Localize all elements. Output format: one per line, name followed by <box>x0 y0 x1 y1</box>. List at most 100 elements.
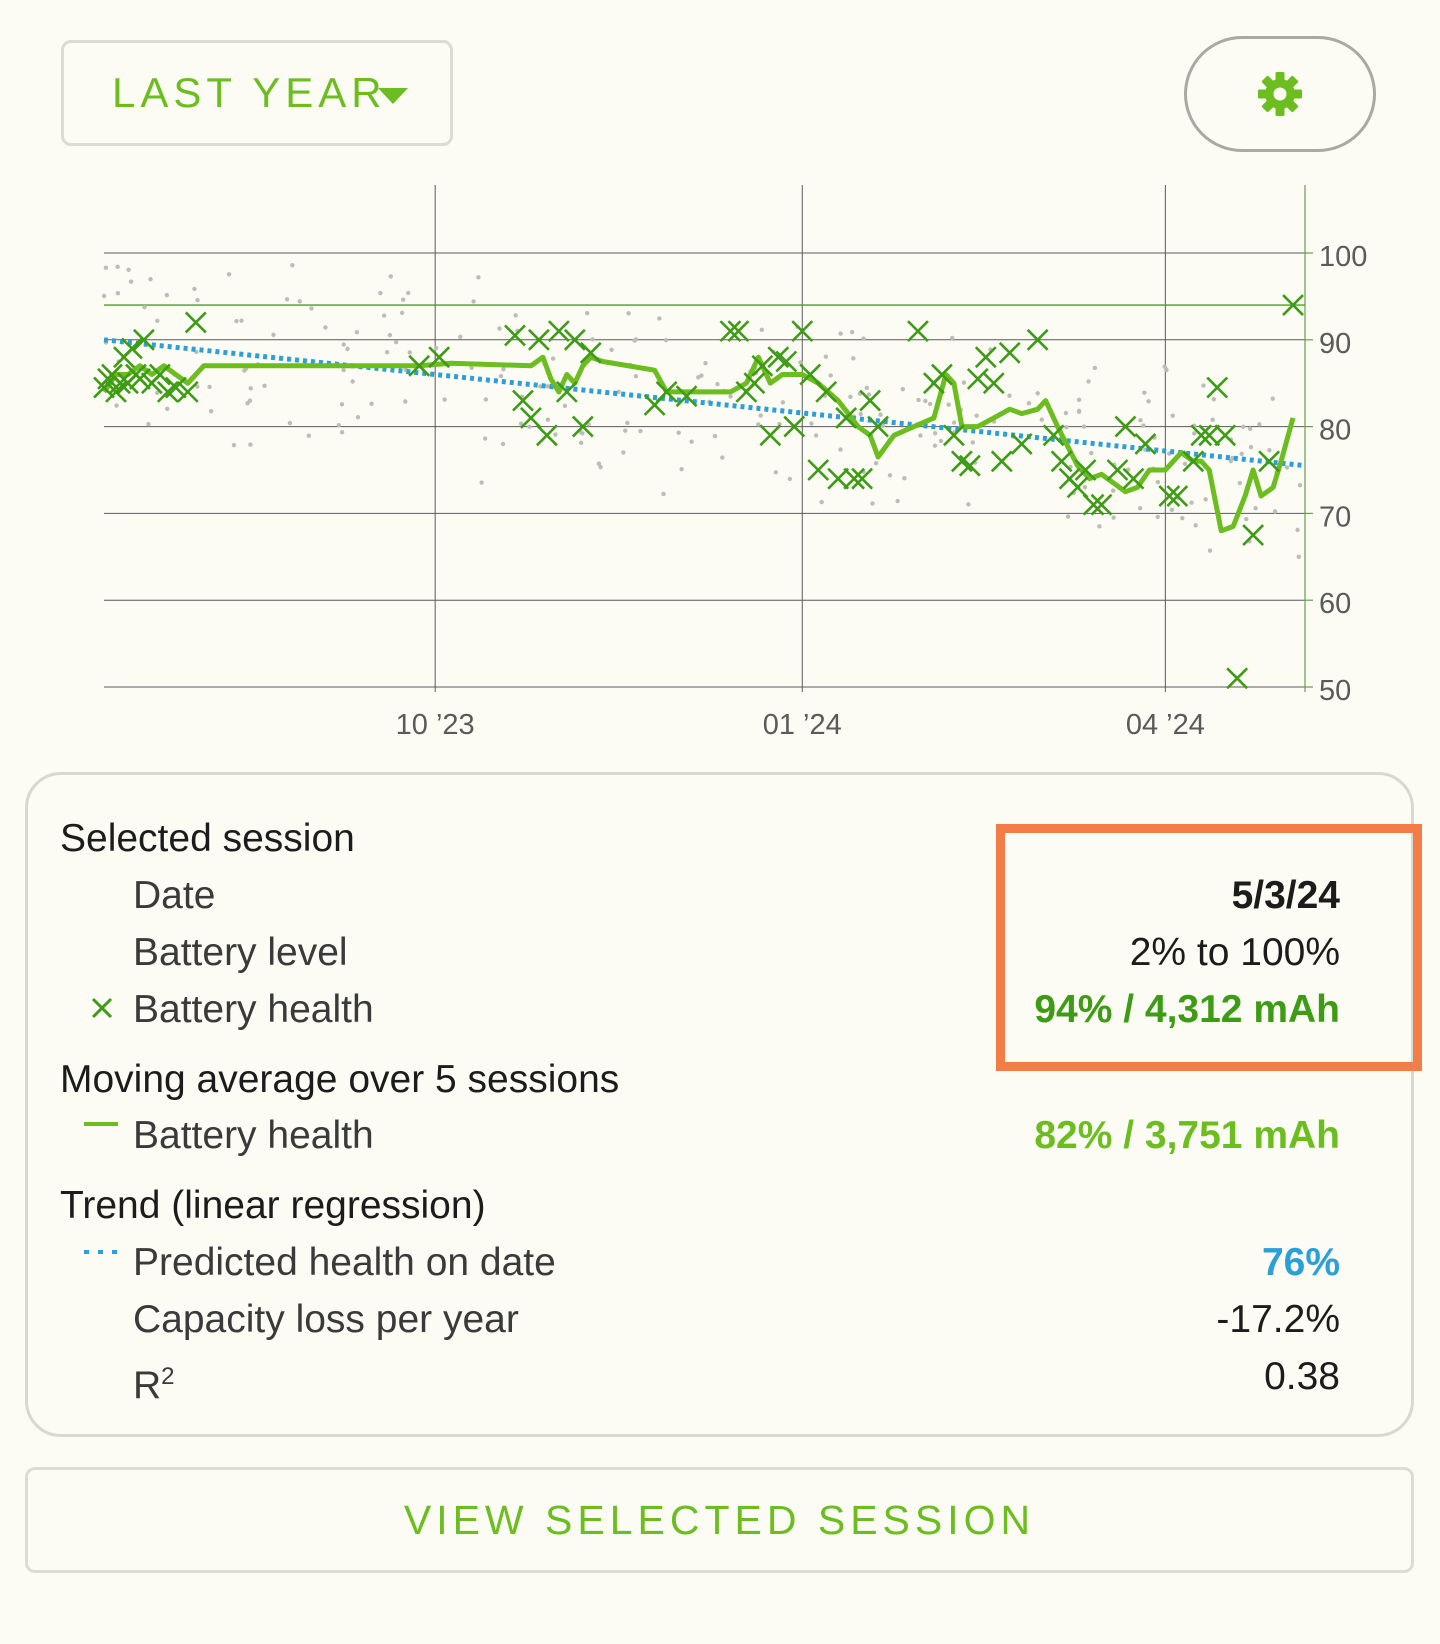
background-point <box>728 394 733 399</box>
health-marker <box>1026 328 1049 351</box>
background-point <box>638 428 643 434</box>
background-point <box>341 342 346 347</box>
background-point <box>720 455 725 460</box>
health-marker <box>783 415 806 438</box>
background-point <box>1272 509 1278 514</box>
background-point <box>248 442 253 447</box>
background-point <box>126 267 131 272</box>
background-point <box>584 310 590 316</box>
y-tick-label: 60 <box>1319 588 1351 620</box>
background-point <box>297 299 302 304</box>
background-point <box>1082 484 1088 490</box>
health-marker <box>851 467 874 490</box>
background-point <box>927 401 933 407</box>
background-point <box>1089 450 1094 456</box>
background-point <box>306 433 312 438</box>
background-point <box>513 313 518 318</box>
background-point <box>1086 379 1091 384</box>
background-point <box>518 421 524 426</box>
health-marker <box>751 354 774 377</box>
background-point <box>1007 393 1012 398</box>
background-point <box>938 438 944 444</box>
background-point <box>550 356 556 361</box>
health-marker <box>1114 415 1137 438</box>
background-point <box>756 422 761 427</box>
background-point <box>384 350 390 355</box>
background-point <box>661 491 666 497</box>
health-marker <box>1090 493 1113 516</box>
background-point <box>773 470 779 475</box>
settings-button[interactable] <box>1184 36 1376 152</box>
background-point <box>1169 507 1175 513</box>
health-marker <box>791 320 814 343</box>
health-marker <box>563 328 586 351</box>
background-point <box>873 460 879 466</box>
background-point <box>271 332 276 338</box>
background-point <box>1257 422 1262 427</box>
background-point <box>1138 418 1143 423</box>
health-marker <box>835 407 858 429</box>
background-point <box>1138 506 1143 511</box>
health-marker <box>535 424 558 447</box>
background-point <box>1076 408 1082 414</box>
background-point <box>155 318 160 323</box>
background-point <box>1155 479 1161 485</box>
background-point <box>482 436 488 441</box>
background-point <box>864 385 870 391</box>
background-point <box>476 275 481 280</box>
background-point <box>1111 515 1116 520</box>
background-point <box>234 318 239 324</box>
background-point <box>497 326 502 331</box>
x-tick-label: 01 ’24 <box>763 709 842 741</box>
background-point <box>155 390 160 396</box>
background-point <box>1237 480 1243 486</box>
background-point <box>164 292 170 298</box>
health-marker <box>815 380 838 403</box>
background-point <box>1270 396 1275 401</box>
background-point <box>369 401 374 406</box>
time-range-dropdown[interactable]: LAST YEAR <box>61 40 453 146</box>
background-point <box>851 356 856 361</box>
background-point <box>1142 390 1147 395</box>
trend-line <box>103 337 1306 469</box>
background-point <box>388 274 393 279</box>
health-marker <box>867 415 889 438</box>
health-marker <box>1226 667 1249 690</box>
health-marker <box>719 320 742 343</box>
view-selected-session-button[interactable]: VIEW SELECTED SESSION <box>25 1467 1414 1573</box>
health-marker <box>184 311 207 334</box>
health-marker <box>408 354 431 377</box>
health-marker <box>807 459 830 481</box>
background-point <box>777 421 782 427</box>
background-point <box>1155 514 1160 520</box>
background-point <box>195 384 200 389</box>
solid-line-icon <box>84 1122 118 1126</box>
health-marker <box>512 389 534 412</box>
background-point <box>780 400 786 405</box>
background-point <box>1192 431 1197 436</box>
background-point <box>1141 423 1146 428</box>
background-point <box>345 346 350 352</box>
background-point <box>103 265 109 270</box>
background-point <box>101 293 107 299</box>
background-point <box>951 420 957 425</box>
health-marker <box>990 450 1013 473</box>
background-point <box>148 276 153 282</box>
background-point <box>208 409 214 414</box>
background-point <box>1253 506 1258 511</box>
health-marker <box>1190 424 1213 447</box>
background-point <box>1081 424 1087 429</box>
battery-level-value: 2% to 100% <box>1129 931 1340 974</box>
health-marker <box>1082 493 1105 516</box>
background-point <box>393 339 399 345</box>
background-point <box>1284 465 1290 470</box>
health-marker <box>555 380 578 403</box>
background-point <box>355 414 361 420</box>
health-marker <box>727 320 750 343</box>
background-point <box>970 440 976 445</box>
background-point <box>545 384 550 389</box>
background-point <box>578 440 584 446</box>
health-marker <box>1106 459 1129 481</box>
time-range-label: LAST YEAR <box>112 69 387 116</box>
battery-health-chart[interactable]: 50 60 70 80 90 100 10 ’23 01 ’24 04 ’24 <box>0 170 1440 750</box>
